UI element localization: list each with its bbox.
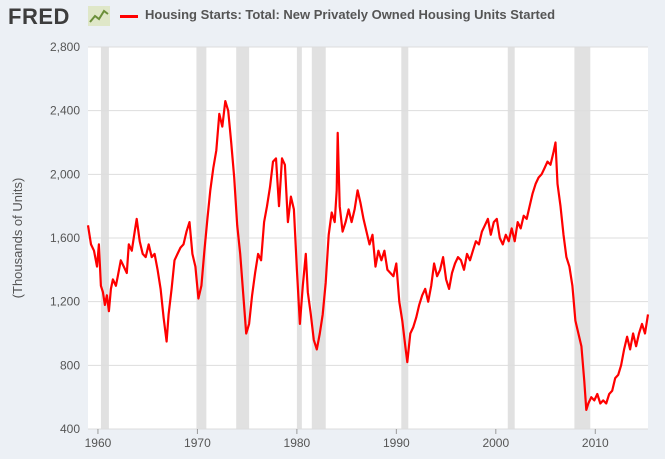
y-tick-label: 800 (60, 358, 80, 372)
x-axis: 1960 1970 1980 1990 2000 2010 (85, 429, 609, 450)
y-axis: 400 800 1,200 1,600 2,000 2,400 2,800 (50, 40, 80, 436)
x-tick-label: 1970 (184, 436, 211, 450)
gridlines (88, 46, 648, 430)
x-tick-label: 1980 (284, 436, 311, 450)
series-line (86, 100, 650, 411)
y-axis-label: (Thousands of Units) (10, 178, 25, 299)
x-tick-label: 2010 (582, 436, 609, 450)
legend-label: Housing Starts: Total: New Privately Own… (145, 7, 556, 22)
y-tick-label: 1,600 (50, 231, 80, 245)
x-tick-label: 2000 (482, 436, 509, 450)
y-tick-label: 2,800 (50, 40, 80, 54)
chart-line-icon (88, 6, 110, 26)
legend-swatch (120, 15, 138, 18)
y-tick-label: 1,200 (50, 295, 80, 309)
x-tick-label: 1960 (85, 436, 112, 450)
fred-logo[interactable]: FRED (8, 4, 70, 29)
y-tick-label: 2,400 (50, 104, 80, 118)
chart-header: FRED Housing Starts: Total: New Privatel… (0, 0, 665, 36)
x-tick-label: 1990 (383, 436, 410, 450)
y-tick-label: 400 (60, 422, 80, 436)
y-tick-label: 2,000 (50, 167, 80, 181)
